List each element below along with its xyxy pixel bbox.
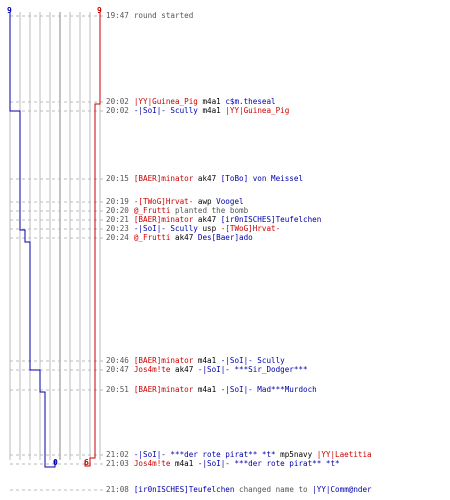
red-player-name: Jos4m!te [133, 365, 171, 374]
red-player-name: [BAER]minator [133, 174, 194, 183]
event-time: 21:03 [106, 459, 129, 468]
event-time: 19:47 [106, 11, 129, 20]
red-start-score: 9 [97, 6, 102, 15]
event-text: changed name to [234, 485, 313, 494]
event-time: 21:02 [106, 450, 129, 459]
event-text: m4a1 [193, 385, 221, 394]
event-time: 20:19 [106, 197, 129, 206]
blue-player-name: -|SoI|- Scully [220, 356, 285, 365]
red-player-name: |YY|Guinea_Pig [225, 106, 290, 115]
event-text: m4a1 [197, 97, 226, 106]
red-player-name: [BAER]minator [133, 356, 194, 365]
blue-player-name: -|SoI|- ***der rote pirat** *t* [197, 459, 340, 468]
red-player-name: |YY|Guinea_Pig [133, 97, 198, 106]
event-time: 20:02 [106, 106, 129, 115]
event-time: 20:21 [106, 215, 129, 224]
blue-player-name: Voogel [216, 197, 244, 206]
blue-player-name: |YY|Comm@nder [312, 485, 372, 494]
blue-player-name: -|SoI|- Scully [133, 106, 198, 115]
event-row: 20:19 -[TWoG]Hrvat- awp Voogel [106, 197, 244, 206]
event-connector-lines [10, 15, 103, 491]
event-text: ak47 [193, 215, 221, 224]
event-time: 20:24 [106, 233, 129, 242]
blue-player-name: -|SoI|- ***Sir_Dodger*** [197, 365, 308, 374]
event-row: 20:21 [BAER]minator ak47 [ir0nISCHES]Teuf… [106, 215, 321, 224]
event-row: 20:24 @_Frutti ak47 Des[Baer]ado [106, 233, 253, 242]
event-row: 21:03 Jos4m!te m4a1 -|SoI|- ***der rote p… [106, 459, 340, 468]
event-time: 20:46 [106, 356, 129, 365]
event-row: 21:08 [ir0nISCHES]Teufelchen changed name… [106, 485, 372, 494]
event-text: m4a1 [193, 356, 221, 365]
red-player-name: -[TWoG]Hrvat- [133, 197, 194, 206]
blue-player-name: [ToBo] von Meissel [220, 174, 304, 183]
event-text: round started [133, 11, 194, 20]
red-end-score: 6 [84, 458, 89, 467]
blue-player-name: -|SoI|- ***der rote pirat** *t* [133, 450, 276, 459]
event-row: 20:46 [BAER]minator m4a1 -|SoI|- Scully [106, 356, 285, 365]
red-team-alive-line [84, 12, 101, 467]
event-text: m4a1 [170, 459, 198, 468]
red-player-name: Jos4m!te [133, 459, 171, 468]
event-time: 20:23 [106, 224, 129, 233]
blue-player-name: c$m.theseal [225, 97, 276, 106]
event-text: ak47 [193, 174, 221, 183]
event-text: ak47 [170, 365, 198, 374]
event-row: 20:02 |YY|Guinea_Pig m4a1 c$m.theseal [106, 97, 276, 106]
event-row: 20:23 -|SoI|- Scully usp -[TWoG]Hrvat- [106, 224, 280, 233]
red-player-name: @_Frutti [133, 206, 171, 215]
event-time: 20:02 [106, 97, 129, 106]
red-player-name: [BAER]minator [133, 215, 194, 224]
event-time: 20:15 [106, 174, 129, 183]
blue-team-alive-line [9, 12, 56, 468]
event-text: mp5navy [275, 450, 317, 459]
blue-player-name: -|SoI|- Mad***Murdoch [220, 385, 317, 394]
event-text: m4a1 [197, 106, 226, 115]
blue-player-name: [ir0nISCHES]Teufelchen [133, 485, 235, 494]
red-player-name: -[TWoG]Hrvat- [220, 224, 281, 233]
event-row: 20:20 @_Frutti planted the bomb [106, 206, 248, 215]
event-time: 21:08 [106, 485, 129, 494]
red-player-name: |YY|Laetitia [316, 450, 372, 459]
event-text: ak47 [170, 233, 198, 242]
event-time: 20:51 [106, 385, 129, 394]
red-player-name: [BAER]minator [133, 385, 194, 394]
event-row: 20:02 -|SoI|- Scully m4a1 |YY|Guinea_Pig [106, 106, 289, 115]
event-text: planted the bomb [170, 206, 249, 215]
event-row: 21:02 -|SoI|- ***der rote pirat** *t* mp5… [106, 450, 372, 459]
event-row: 20:51 [BAER]minator m4a1 -|SoI|- Mad***Mu… [106, 385, 317, 394]
timeline-grid [9, 12, 101, 460]
event-row: 20:15 [BAER]minator ak47 [ToBo] von Meiss… [106, 174, 303, 183]
blue-start-score: 9 [7, 6, 12, 15]
red-player-name: @_Frutti [133, 233, 171, 242]
event-text: usp [197, 224, 221, 233]
event-time: 20:47 [106, 365, 129, 374]
blue-player-name: -|SoI|- Scully [133, 224, 198, 233]
event-row: 19:47 round started [106, 11, 193, 20]
blue-player-name: Des[Baer]ado [197, 233, 253, 242]
blue-player-name: [ir0nISCHES]Teufelchen [220, 215, 322, 224]
event-text: awp [193, 197, 217, 206]
blue-end-score: 0 [53, 458, 58, 467]
event-time: 20:20 [106, 206, 129, 215]
event-row: 20:47 Jos4m!te ak47 -|SoI|- ***Sir_Dodger… [106, 365, 308, 374]
